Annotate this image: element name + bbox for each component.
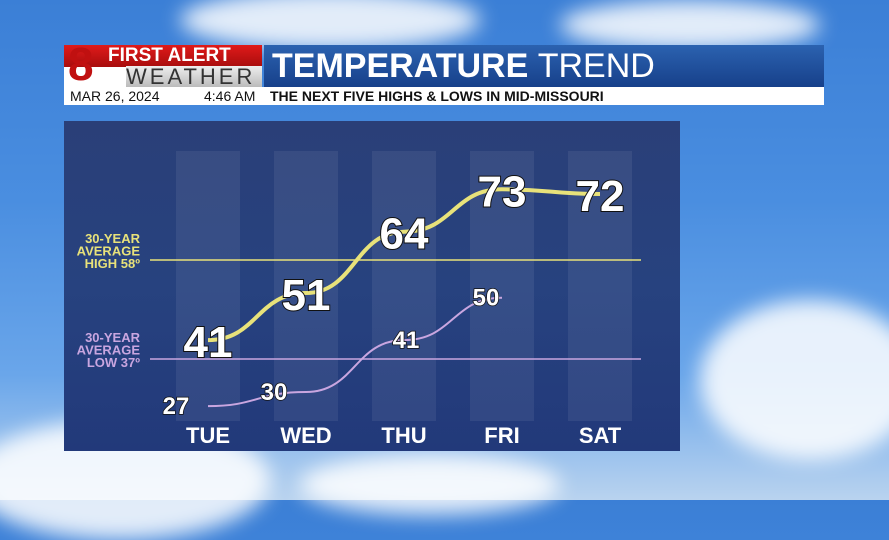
high-temp-label: 64 (380, 210, 429, 259)
header: 8 FIRST ALERT WEATHER TEMPERATURE TREND … (64, 41, 824, 105)
title-bold: TEMPERATURE (272, 47, 529, 85)
logo-weather: WEATHER (126, 66, 262, 88)
average-label: HIGH 58º (85, 256, 141, 271)
low-temp-label: 50 (473, 285, 500, 312)
low-temp-label: 27 (163, 393, 190, 420)
date: MAR 26, 2024 (70, 88, 160, 104)
average-label: 30-YEAR (85, 231, 141, 246)
average-label: 30-YEAR (85, 330, 141, 345)
average-label: AVERAGE (77, 342, 141, 357)
day-column (470, 151, 534, 421)
day-label-thu: THU (381, 423, 426, 448)
series-line (207, 296, 503, 408)
info-bar: MAR 26, 2024 4:46 AM THE NEXT FIVE HIGHS… (64, 87, 824, 105)
title-thin: TREND (537, 47, 655, 85)
high-temp-label: 51 (282, 271, 331, 320)
station-logo: 8 FIRST ALERT WEATHER (64, 41, 262, 88)
time: 4:46 AM (204, 88, 256, 104)
day-label-tue: TUE (186, 423, 230, 448)
day-label-sat: SAT (579, 423, 622, 448)
logo-first-alert: FIRST ALERT (108, 45, 231, 66)
page-title: TEMPERATURE TREND (264, 45, 824, 87)
high-temp-label: 72 (576, 172, 625, 221)
average-label: AVERAGE (77, 244, 141, 259)
average-label: LOW 37º (87, 355, 140, 370)
day-label-wed: WED (280, 423, 331, 448)
day-label-fri: FRI (484, 423, 519, 448)
low-temp-label: 30 (261, 379, 288, 406)
series-line (207, 187, 601, 343)
day-column (372, 151, 436, 421)
high-temp-label: 73 (478, 167, 527, 216)
subtitle: THE NEXT FIVE HIGHS & LOWS IN MID-MISSOU… (270, 88, 604, 104)
chart-panel: TUE WED THU FRI SAT 30-YEAR AVERAGE HIGH 58º 30-… (64, 121, 680, 451)
high-temp-label: 41 (184, 318, 233, 367)
low-temp-label: 41 (393, 327, 420, 354)
logo-number: 8 (68, 38, 94, 90)
day-column (176, 151, 240, 421)
